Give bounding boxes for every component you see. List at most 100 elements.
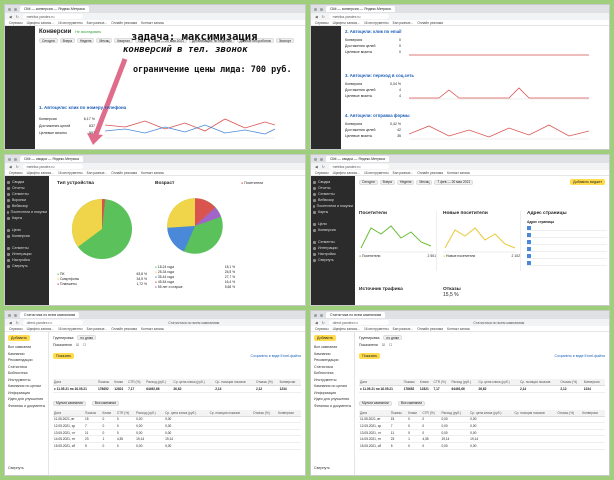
bookmark-item[interactable]: Контакт запись [446, 326, 471, 331]
add-button[interactable]: Добавить [314, 335, 336, 341]
browser-tab[interactable]: Статистика по всем кампаниям [326, 312, 386, 318]
collapse-button[interactable]: Свернуть [8, 465, 24, 470]
sidebar-item[interactable]: Настройки [313, 251, 353, 257]
reload-icon[interactable]: ↻ [15, 320, 19, 325]
period-tab[interactable]: Вчера [59, 38, 75, 43]
sidebar-item[interactable]: Инструменты [8, 377, 31, 382]
bookmark-item[interactable]: 16 инструменты [57, 20, 83, 25]
period-tab[interactable]: Квартал [114, 38, 133, 43]
back-icon[interactable]: ◀ [315, 164, 318, 169]
bookmark-item[interactable]: 16 инструменты [57, 326, 83, 331]
bookmark-item[interactable]: Онлайн реклама [111, 20, 137, 25]
bookmark-item[interactable]: 16 инструменты [363, 326, 389, 331]
bookmark-item[interactable]: Сервисы [9, 20, 23, 25]
bookmark-item[interactable]: Контакт запись [140, 326, 165, 331]
browser-tab[interactable]: Статистика по всем кампаниям [20, 312, 80, 318]
url-input[interactable]: metrika.yandex.ru [328, 164, 389, 169]
sidebar-item[interactable]: Финансы и документы [8, 403, 46, 408]
bookmark-item[interactable]: Бан разные... [86, 20, 108, 25]
sidebar-item[interactable]: Сегменты [7, 191, 47, 197]
tab-all-campaigns[interactable]: Вся кампании [91, 400, 120, 406]
url-input[interactable]: metrika.yandex.ru [22, 14, 83, 19]
bookmark-item[interactable]: Сервисы [315, 326, 329, 331]
sidebar-item[interactable]: Финансы и документы [314, 403, 352, 408]
bookmark-item[interactable]: 16 инструменты [363, 20, 389, 25]
column-header[interactable]: Клики [418, 379, 433, 386]
list-item[interactable] [527, 226, 607, 231]
column-header[interactable]: Показы [97, 379, 114, 386]
bookmark-item[interactable]: 16 инструменты [363, 170, 389, 175]
tab-all-campaigns[interactable]: Вся кампании [397, 400, 426, 406]
back-icon[interactable]: ◀ [9, 164, 12, 169]
reload-icon[interactable]: ↻ [321, 14, 325, 19]
url-input[interactable]: direct.yandex.ru [328, 320, 389, 325]
reload-icon[interactable]: ↻ [321, 164, 325, 169]
sidebar-item[interactable]: Статистика [8, 364, 27, 369]
sidebar-item[interactable]: Инструменты [314, 377, 337, 382]
reload-icon[interactable]: ↻ [15, 14, 19, 19]
column-header[interactable]: Расход (руб.) [145, 379, 173, 386]
sidebar-item[interactable]: Сегменты [313, 239, 353, 245]
add-button[interactable]: Добавить [8, 335, 30, 341]
browser-tab[interactable]: Cliiii — сводка — Яндекс.Метрика [20, 156, 83, 162]
show-button[interactable]: Показать [359, 353, 381, 359]
bookmark-item[interactable]: Шрифты запися... [332, 20, 360, 25]
list-item[interactable] [527, 254, 607, 259]
date-range-picker[interactable]: 7 фев — 20 мая 2021 [148, 38, 188, 43]
bookmark-item[interactable]: Онлайн реклама [417, 20, 443, 25]
column-header[interactable]: Дата [53, 379, 97, 386]
checkbox[interactable]: ☑ [75, 343, 79, 347]
sidebar-item[interactable]: Вебвизор [7, 203, 47, 209]
sidebar-item[interactable]: Кампании [8, 351, 25, 356]
sidebar-item[interactable]: Вебвизор [313, 197, 353, 203]
sidebar-item[interactable]: Карты [313, 209, 353, 215]
bookmark-item[interactable]: Онлайн реклама [111, 170, 137, 175]
browser-tab[interactable]: Cliiii — конверсии — Яндекс.Метрика [326, 6, 395, 12]
column-header[interactable]: Ср. позиция показов [214, 379, 255, 386]
column-header[interactable]: Ср. цена клика (руб.) [172, 379, 215, 386]
sidebar-item[interactable]: Сегменты [7, 245, 47, 251]
save-excel-link[interactable]: Сохранить в виде Excel-файла [250, 354, 301, 358]
sidebar-item[interactable]: Идеи для улучшения [8, 397, 44, 402]
list-item[interactable] [527, 247, 607, 252]
checkbox[interactable]: ☑ [381, 343, 385, 347]
bookmark-item[interactable]: Шрифты запися... [332, 170, 360, 175]
column-header[interactable]: Ср. цена клика (руб.) [477, 379, 519, 386]
bookmark-item[interactable]: Бан разные... [86, 170, 108, 175]
tab-multi-campaigns[interactable]: Мульти кампании [53, 400, 86, 406]
collapse-button[interactable]: Свернуть [314, 465, 330, 470]
list-item[interactable] [527, 233, 607, 238]
back-icon[interactable]: ◀ [9, 320, 12, 325]
period-tab[interactable]: Сегодня [359, 179, 378, 185]
sidebar-item[interactable]: Все кампании [8, 345, 32, 350]
bookmark-item[interactable]: Шрифты запися... [26, 20, 54, 25]
group-select[interactable]: по дням [383, 335, 402, 340]
bookmark-item[interactable]: Шрифты запися... [26, 326, 54, 331]
bookmark-item[interactable]: Бан разные... [392, 20, 414, 25]
period-tab[interactable]: Год [134, 38, 147, 43]
period-tab[interactable]: Неделя [76, 38, 95, 43]
period-tab[interactable]: Сегодня [39, 38, 58, 43]
sidebar-item[interactable]: Все кампании [314, 345, 338, 350]
back-icon[interactable]: ◀ [9, 14, 12, 19]
column-header[interactable]: Клики [113, 379, 128, 386]
list-item[interactable] [527, 261, 607, 266]
sidebar-item[interactable]: Воронки [7, 197, 47, 203]
sidebar-item[interactable]: Кампании [314, 351, 331, 356]
sidebar-item[interactable]: Библиотека [314, 371, 334, 376]
checkbox[interactable]: ☐ [82, 343, 87, 347]
sidebar-item[interactable]: Интеграции [313, 245, 353, 251]
sidebar-item[interactable]: Рекомендации [8, 358, 33, 363]
sidebar-item[interactable]: Кампания по целям [314, 384, 347, 389]
sidebar-item[interactable]: Посетители и покупки [7, 209, 47, 215]
sidebar-item[interactable]: Сводка [7, 179, 47, 185]
sidebar-item[interactable]: Настройка [7, 257, 47, 263]
sidebar-item[interactable]: Свернуть [313, 257, 353, 263]
bookmark-item[interactable]: Сервисы [9, 326, 23, 331]
column-header[interactable]: Дата [359, 379, 403, 386]
sidebar-item[interactable]: Карты [7, 215, 47, 221]
column-header[interactable]: Показы [402, 379, 419, 386]
list-item[interactable] [527, 240, 607, 245]
bookmark-item[interactable]: Сервисы [9, 170, 23, 175]
sidebar-item[interactable]: Конверсии [313, 227, 353, 233]
